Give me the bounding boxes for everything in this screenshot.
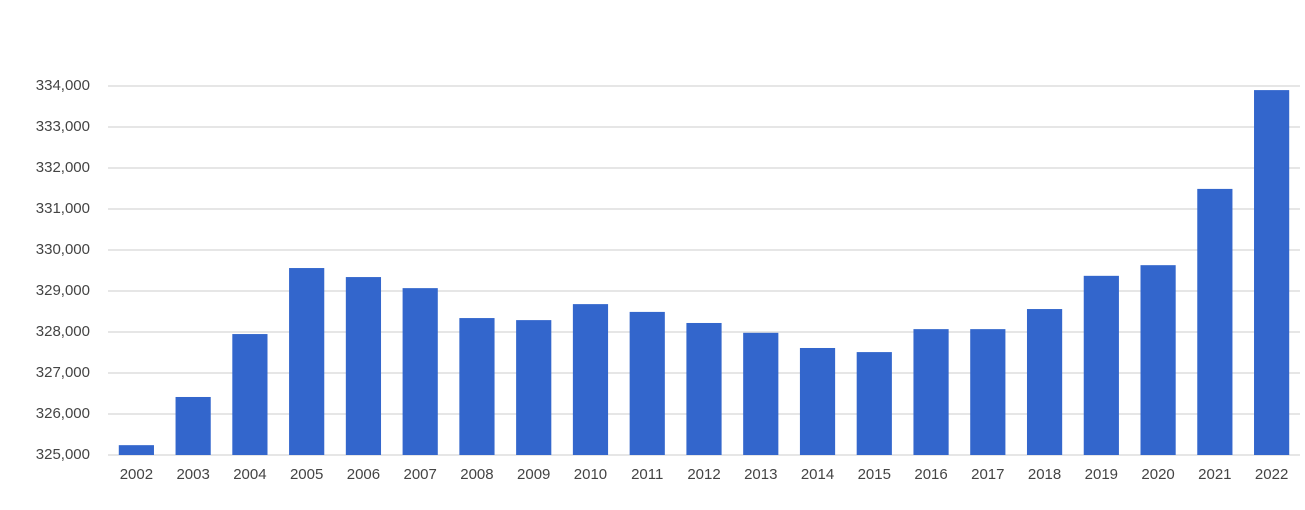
x-tick-label: 2006 (347, 466, 380, 483)
x-tick-label: 2011 (631, 466, 663, 483)
y-tick-label: 331,000 (36, 200, 90, 217)
y-tick-label: 328,000 (36, 323, 90, 340)
bar (629, 311, 665, 455)
y-tick-label: 334,000 (36, 77, 90, 94)
x-tick-label: 2005 (290, 466, 323, 483)
bar (345, 277, 382, 455)
x-tick-label: 2022 (1255, 466, 1288, 483)
y-tick-label: 332,000 (36, 159, 90, 176)
x-tick-label: 2014 (801, 466, 834, 483)
bar (459, 318, 495, 455)
x-tick-label: 2007 (404, 466, 437, 483)
bar (1083, 275, 1119, 455)
bar (856, 352, 892, 455)
x-tick-label: 2010 (574, 466, 607, 483)
bar (572, 304, 609, 455)
x-tick-label: 2013 (744, 466, 777, 483)
bar (1026, 309, 1063, 455)
bar (402, 288, 438, 455)
x-tick-label: 2003 (176, 466, 209, 483)
x-tick-label: 2012 (687, 466, 720, 483)
bar (913, 329, 949, 455)
bar (1197, 188, 1233, 455)
y-tick-label: 325,000 (36, 446, 90, 463)
bar (1140, 265, 1176, 455)
y-tick-label: 330,000 (36, 241, 90, 258)
bar (970, 329, 1006, 455)
x-tick-label: 2016 (914, 466, 947, 483)
bar (516, 320, 552, 455)
bar (232, 334, 268, 455)
bar (118, 445, 154, 455)
x-tick-label: 2002 (120, 466, 153, 483)
x-tick-label: 2021 (1198, 466, 1231, 483)
x-tick-label: 2004 (233, 466, 266, 483)
x-tick-label: 2015 (858, 466, 891, 483)
bar (1254, 90, 1290, 455)
y-tick-label: 329,000 (36, 282, 90, 299)
bar (289, 268, 325, 455)
x-tick-label: 2017 (971, 466, 1004, 483)
x-tick-label: 2009 (517, 466, 550, 483)
x-tick-label: 2018 (1028, 466, 1061, 483)
bar (799, 347, 836, 455)
y-tick-label: 326,000 (36, 405, 90, 422)
x-tick-label: 2020 (1141, 466, 1174, 483)
bar (686, 322, 722, 455)
y-tick-label: 327,000 (36, 364, 90, 381)
x-tick-label: 2019 (1085, 466, 1118, 483)
bar (175, 396, 211, 455)
x-tick-label: 2008 (460, 466, 493, 483)
y-tick-label: 333,000 (36, 118, 90, 135)
bar (743, 332, 779, 455)
